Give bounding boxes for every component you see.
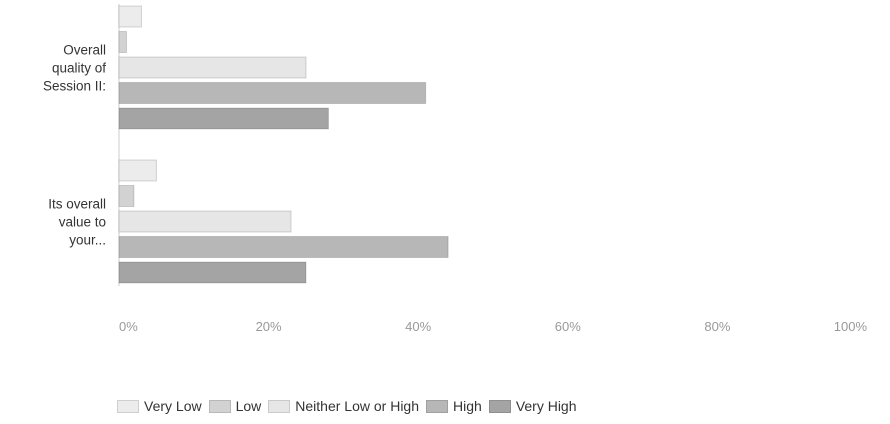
x-tick-label: 20% [256,319,282,334]
legend-swatch [117,399,139,413]
category-labels: Overall quality of Session II: Its overall v… [43,43,106,248]
legend-swatch [488,399,511,413]
x-tick-label: 40% [405,319,431,334]
legend-swatch [268,399,291,413]
legend-label: Neither Low or High [295,398,420,414]
legend-item: High [426,398,482,414]
legend-swatch [208,399,231,413]
bars [118,5,449,284]
legend-swatch [426,399,449,413]
category-label-2-line-1: Its overall [48,197,106,212]
legend-label: High [453,398,482,414]
category-label-2-line-3: your... [69,233,106,248]
category-label-1-line-1: Overall [63,43,106,58]
category-label-1-line-2: quality of [52,61,106,76]
category-label-2-line-2: value to [59,215,106,230]
bar-high-1 [118,82,427,104]
legend-item: Neither Low or High [268,398,419,414]
bar-neither-low-or-high-2 [118,210,292,233]
bar-very-high-1 [118,107,329,130]
bar-low-2 [118,185,135,207]
x-tick-label: 100% [834,319,868,334]
legend-label: Very High [515,398,577,414]
legend-label: Low [235,398,262,414]
legend-item: Very High [488,398,577,414]
legend-label: Very Low [144,398,202,414]
bar-high-2 [118,236,449,258]
legend-item: Low [208,398,262,414]
bar-very-high-2 [118,261,307,284]
x-tick-label: 0% [119,319,138,334]
bar-very-low-1 [118,5,142,28]
x-axis-ticks: 0% 20% 40% 60% 80% 100% [119,319,867,334]
bar-very-low-2 [118,159,157,182]
x-tick-label: 80% [704,319,730,334]
x-tick-label: 60% [555,319,581,334]
bar-neither-low-or-high-1 [118,56,307,79]
legend-item: Very Low [117,398,202,414]
category-label-1-line-3: Session II: [43,79,106,94]
chart-legend: Very Low Low Neither Low or High High Very H… [117,398,584,414]
bar-low-1 [118,31,127,53]
